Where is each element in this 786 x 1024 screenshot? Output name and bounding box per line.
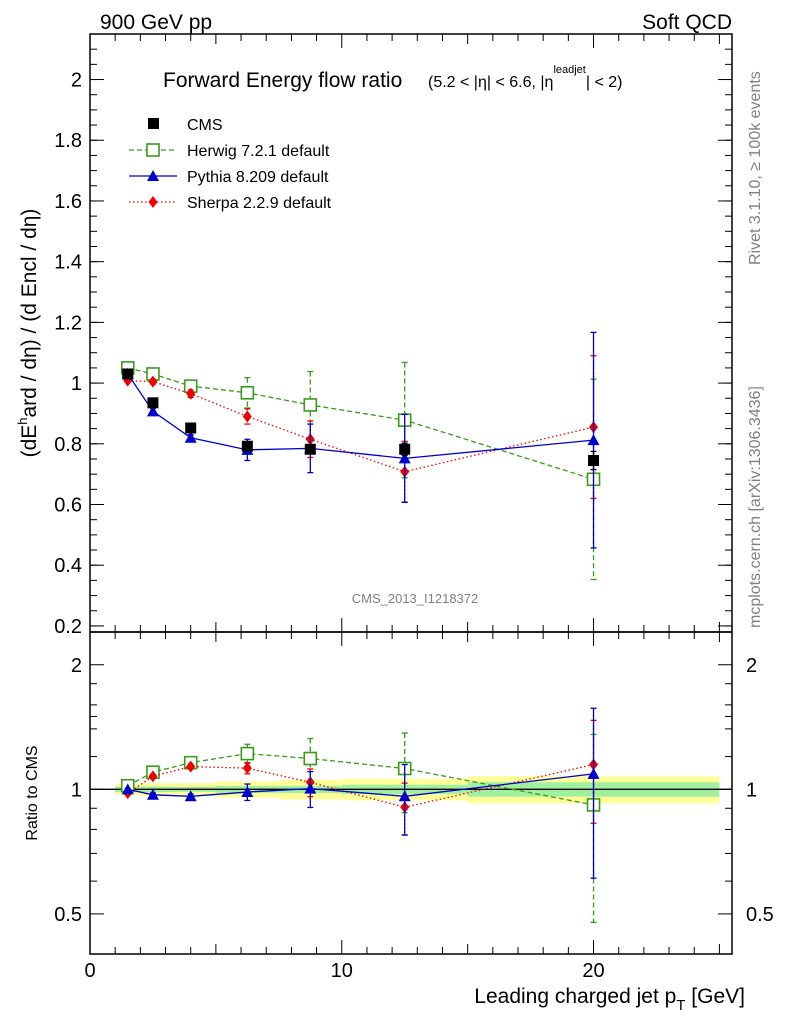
main-ytick-label: 0.4 — [54, 555, 82, 577]
main-point-sherpa — [242, 410, 252, 423]
plot-title-cut-sup: leadjet — [553, 64, 585, 76]
rivet-label: Rivet 3.1.10, ≥ 100k events — [747, 71, 764, 265]
main-point-cms — [588, 454, 600, 466]
main-point-pythia — [184, 431, 197, 443]
main-point-pythia — [398, 452, 411, 464]
main-panel: 0.2 0.4 0.6 0.8 1 1.2 1.4 1.6 1.8 2 Forward Energ… — [15, 33, 733, 638]
ratio-ytick-label: 0.5 — [54, 904, 82, 926]
main-ytick-label: 1.6 — [54, 191, 82, 213]
legend-marker-sherpa — [148, 196, 158, 208]
ratio-point-herwig — [303, 751, 318, 766]
main-ytick-label: 0.8 — [54, 434, 82, 456]
mcplots-label: mcplots.cern.ch [arXiv:1306.3436] — [747, 386, 764, 628]
ratio-point-sherpa — [242, 762, 252, 775]
main-point-sherpa — [186, 387, 196, 400]
main-line-sherpa — [127, 380, 594, 473]
xtick-label: 20 — [582, 960, 604, 982]
ratio-point-pythia — [121, 783, 134, 795]
ratio-point-herwig — [240, 746, 255, 761]
main-point-cms — [399, 443, 411, 455]
main-point-cms — [185, 422, 197, 434]
ratio-ytick-label-right: 1 — [746, 779, 757, 801]
plot-title-cut: (5.2 < |η| < 6.6, |ηleadjet| < 2) — [428, 64, 622, 91]
legend-label-pythia: Pythia 8.209 default — [187, 169, 329, 186]
legend-marker-herwig — [146, 143, 160, 157]
main-line-herwig — [127, 367, 594, 480]
main-ytick-label: 1.8 — [54, 130, 82, 152]
ratio-ytick-label: 1 — [71, 779, 82, 801]
plot-title-cut-a: (5.2 < |η| < 6.6, |η — [428, 74, 553, 91]
ratio-panel: 0.5 0.51 12 20 10 20 Ratio to CMS Leading cha… — [24, 631, 774, 1014]
plot-title-cut-b: | < 2) — [586, 74, 623, 91]
main-point-pythia — [587, 434, 600, 446]
main-point-cms — [122, 368, 134, 380]
legend-item-cms: CMS — [148, 117, 223, 134]
xtick-label: 0 — [84, 960, 95, 982]
ratio-data-layer — [120, 707, 601, 924]
main-ytick-label: 2 — [71, 70, 82, 92]
x-axis-label-sub: T — [676, 997, 685, 1014]
legend: CMS Herwig 7.2.1 default Pythia 8.209 de… — [129, 117, 332, 212]
ratio-point-sherpa — [186, 760, 196, 773]
main-ytick-label: 1 — [71, 373, 82, 395]
legend-label-herwig: Herwig 7.2.1 default — [187, 143, 330, 160]
main-point-herwig — [240, 385, 255, 400]
ratio-axis-ticks: 0.5 0.51 12 20 10 20 — [54, 632, 774, 982]
header-left: 900 GeV pp — [100, 11, 212, 34]
ratio-point-sherpa — [148, 770, 158, 783]
legend-item-herwig: Herwig 7.2.1 default — [129, 143, 330, 160]
main-point-pythia — [146, 405, 159, 417]
main-point-sherpa — [148, 375, 158, 388]
xtick-label: 10 — [331, 960, 353, 982]
legend-marker-cms — [148, 118, 159, 129]
x-axis-label-a: Leading charged jet p — [474, 985, 676, 1008]
ratio-ytick-label: 2 — [71, 655, 82, 677]
main-y-axis-label-sup: h — [15, 418, 30, 425]
main-data-layer — [120, 331, 601, 581]
main-point-herwig — [303, 398, 318, 412]
ratio-point-pythia — [304, 782, 317, 794]
analysis-label: CMS_2013_I1218372 — [352, 591, 479, 606]
main-y-axis-label: (dEhard / dη) / (d Encl / dη) — [15, 209, 41, 458]
legend-marker-pythia — [147, 170, 159, 181]
main-ytick-label: 0.2 — [54, 616, 82, 638]
plot-title: Forward Energy flow ratio — [163, 69, 402, 92]
x-axis-label-b: [GeV] — [685, 985, 745, 1008]
ratio-point-pythia — [587, 767, 600, 779]
ratio-point-pythia — [398, 790, 411, 802]
main-y-axis-label-a: (dE — [18, 425, 41, 458]
header-right: Soft QCD — [642, 11, 732, 34]
legend-item-pythia: Pythia 8.209 default — [129, 169, 329, 186]
main-point-cms — [304, 443, 316, 455]
x-axis-label: Leading charged jet pT [GeV] — [474, 985, 745, 1014]
main-y-axis-label-b: ard / dη) / (d Encl / dη) — [18, 209, 41, 418]
ratio-ytick-label-right: 0.5 — [746, 904, 774, 926]
main-ytick-label: 0.6 — [54, 495, 82, 517]
legend-item-sherpa: Sherpa 2.2.9 default — [129, 195, 332, 212]
legend-label-sherpa: Sherpa 2.2.9 default — [187, 195, 332, 212]
ratio-frame — [89, 631, 733, 955]
ratio-y-axis-label: Ratio to CMS — [24, 745, 41, 840]
main-point-cms — [241, 440, 253, 452]
main-axis-ticks: 0.2 0.4 0.6 0.8 1 1.2 1.4 1.6 1.8 2 — [54, 34, 732, 638]
ratio-point-pythia — [184, 790, 197, 802]
main-point-cms — [147, 397, 159, 409]
main-ytick-label: 1.4 — [54, 252, 82, 274]
legend-label-cms: CMS — [187, 117, 223, 134]
main-ytick-label: 1.2 — [54, 312, 82, 334]
ratio-ytick-label-right: 2 — [746, 655, 757, 677]
ratio-point-pythia — [241, 786, 254, 798]
ratio-point-pythia — [146, 788, 159, 800]
